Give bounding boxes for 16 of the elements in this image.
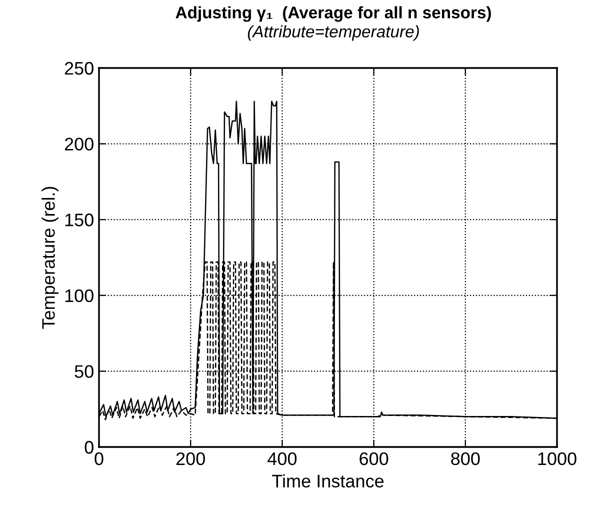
y-tick-label: 200 [64, 138, 94, 151]
y-tick-label: 250 [64, 62, 94, 75]
x-tick-label: 800 [451, 452, 480, 466]
x-tick-label: 600 [360, 452, 388, 466]
x-tick-label: 400 [268, 452, 297, 466]
chart-title: Adjusting γ₁ (Average for all n sensors) [176, 6, 491, 22]
x-tick-label: 0 [94, 452, 104, 466]
chart-subtitle: (Attribute=temperature) [248, 25, 419, 41]
y-tick-label: 50 [74, 365, 94, 378]
x-axis-title: Time Instance [272, 474, 384, 488]
y-axis-title: Temperature (rel.) [42, 186, 58, 329]
x-tick-label: 200 [176, 452, 205, 466]
y-tick-label: 150 [65, 214, 94, 226]
y-tick-label: 100 [65, 289, 94, 302]
y-tick-label: 0 [84, 440, 94, 454]
x-tick-label: 1000 [538, 452, 576, 466]
